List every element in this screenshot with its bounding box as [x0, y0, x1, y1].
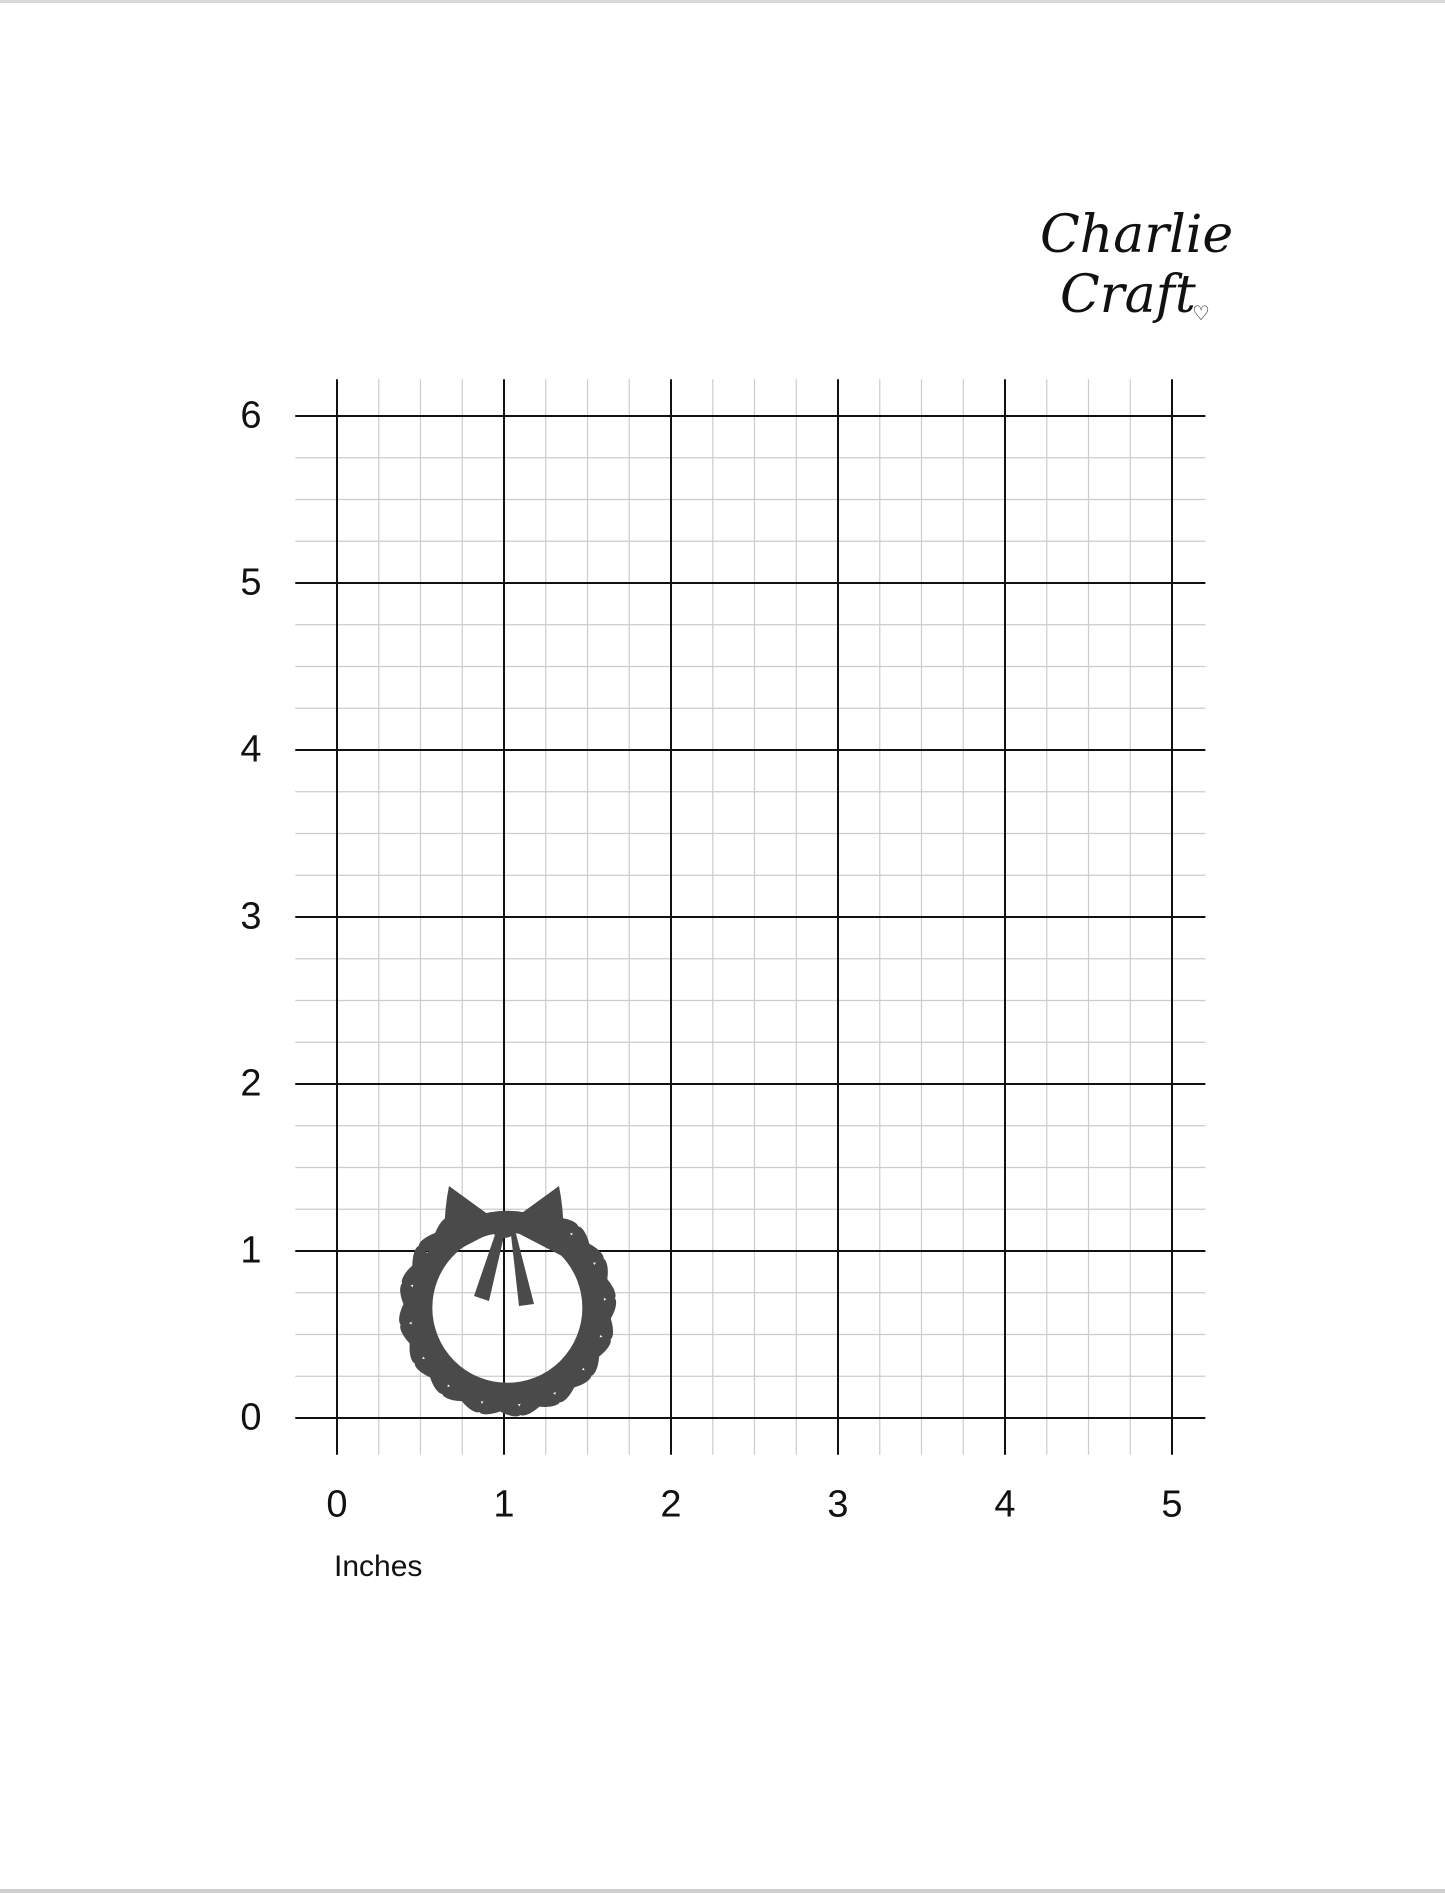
wreath-die-cut	[399, 1185, 617, 1417]
bow-knot	[490, 1213, 518, 1238]
y-tick-label: 4	[240, 728, 262, 771]
wreath-leaf	[450, 1372, 483, 1413]
wreath-leaf	[401, 1253, 442, 1286]
scan-edge-bottom	[0, 1889, 1445, 1893]
wreath-leaf	[585, 1297, 617, 1339]
wreath-leaf	[426, 1347, 448, 1395]
x-tick-label: 4	[994, 1483, 1016, 1526]
x-tick-label: 1	[493, 1483, 515, 1526]
y-tick-label: 5	[240, 561, 262, 604]
wreath-leaf	[479, 1386, 522, 1417]
y-tick-label: 3	[240, 895, 262, 938]
wreath-bow	[444, 1185, 564, 1306]
scan-edge-top	[0, 0, 1445, 3]
wreath-leaf	[571, 1226, 592, 1274]
x-tick-label: 0	[326, 1483, 348, 1526]
y-tick-label: 1	[240, 1229, 262, 1272]
heart-icon: ♡	[1192, 301, 1210, 325]
logo-line-2: Craft	[1060, 265, 1196, 325]
x-tick-label: 5	[1161, 1483, 1183, 1526]
x-tick-label: 2	[660, 1483, 682, 1526]
units-label: Inches	[334, 1550, 423, 1583]
charlie-craft-logo: Charlie Craft ♡	[1040, 205, 1234, 325]
wreath-leaf	[409, 1316, 429, 1364]
wreath-leaf	[587, 1258, 608, 1306]
wreath-leaf	[544, 1369, 592, 1390]
wreath-leaf	[569, 1336, 611, 1368]
x-tick-label: 3	[827, 1483, 849, 1526]
logo-line-1: Charlie	[1040, 205, 1234, 265]
y-tick-label: 2	[240, 1062, 262, 1105]
y-tick-label: 0	[240, 1396, 262, 1439]
wreath-leaf	[399, 1283, 428, 1326]
wreath-leaf	[512, 1387, 561, 1407]
y-tick-label: 6	[240, 394, 262, 437]
